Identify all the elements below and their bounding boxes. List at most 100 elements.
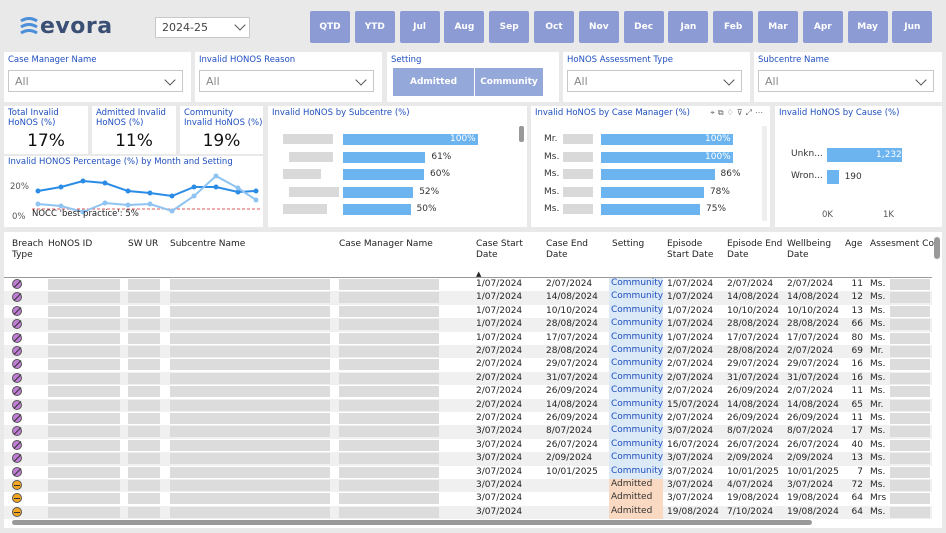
period-button-nov[interactable]: Nov (578, 11, 619, 43)
cell-age: 65 (851, 399, 863, 410)
period-button-sep[interactable]: Sep (489, 11, 530, 43)
table-row[interactable]: Community 2/07/2024 26/09/2024 2/07/2024 26/… (4, 385, 932, 399)
scrollbar-track[interactable] (762, 126, 767, 221)
cell-es: 2/07/2024 (667, 386, 714, 397)
cell-es: 16/07/2024 (667, 439, 719, 450)
table-row[interactable]: Community 2/07/2024 26/09/2024 2/07/2024 26/… (4, 412, 932, 426)
table-row[interactable]: Community 3/07/2024 10/01/2025 3/07/2024 10/… (4, 465, 932, 479)
case-manager-bar[interactable] (601, 186, 704, 198)
subcentre-bar[interactable] (343, 186, 414, 198)
table-row[interactable]: Community 1/07/2024 28/08/2024 1/07/2024 28/… (4, 318, 932, 332)
cell-es: 2/07/2024 (667, 359, 714, 370)
col-episode-start[interactable]: Episode Start Date (667, 239, 714, 260)
table-row[interactable]: Community 2/07/2024 14/08/2024 15/07/2024 14… (4, 398, 932, 412)
col-age[interactable]: Age (845, 239, 863, 249)
col-sw-ur[interactable]: SW UR (128, 239, 159, 249)
period-button-oct[interactable]: Oct (534, 11, 574, 43)
col-episode-end[interactable]: Episode End Date (727, 239, 783, 260)
subcentre-bar[interactable] (343, 134, 478, 145)
period-button-feb[interactable]: Feb (713, 11, 754, 43)
table-row[interactable]: Admitted 3/07/2024 3/07/2024 4/07/2024 3/07/… (4, 479, 932, 493)
period-button-mar[interactable]: Mar (758, 11, 798, 43)
subcentre-label-redacted (289, 151, 333, 162)
table-row[interactable]: Community 3/07/2024 2/09/2024 3/07/2024 2/09… (4, 452, 932, 466)
table-row[interactable]: Community 2/07/2024 31/07/2024 2/07/2024 31/… (4, 371, 932, 386)
col-case-start[interactable]: Case Start Date (476, 239, 523, 260)
redacted-cell (170, 413, 330, 424)
col-subcentre[interactable]: Subcentre Name (170, 239, 246, 249)
col-case-end[interactable]: Case End Date (546, 239, 588, 260)
table-row[interactable]: Community 2/07/2024 28/08/2024 2/07/2024 28/… (4, 345, 932, 359)
col-case-manager[interactable]: Case Manager Name (339, 239, 433, 249)
no-entry-icon (12, 279, 22, 289)
logo-text: evora (40, 14, 113, 39)
kpi-admitted-label: Admitted Invalid HoNOS (%) (96, 108, 166, 128)
period-button-jun[interactable]: Jun (892, 11, 933, 43)
period-button-apr[interactable]: Apr (802, 11, 843, 43)
period-button-ytd[interactable]: YTD (354, 11, 395, 43)
table-vertical-scrollbar[interactable] (934, 237, 940, 259)
cell-ee: 19/08/2024 (727, 493, 779, 504)
table-horizontal-scrollbar[interactable] (12, 520, 812, 525)
assessment-type-dropdown[interactable]: All (567, 70, 742, 92)
col-breach-type[interactable]: Breach Type (12, 239, 44, 260)
table-row[interactable]: Admitted 3/07/2024 19/08/2024 7/10/2024 19/0… (4, 505, 932, 520)
year-value: 2024-25 (162, 21, 208, 34)
subcentre-bar[interactable] (343, 151, 426, 163)
cause-bar[interactable] (827, 170, 839, 184)
subcentre-dropdown[interactable]: All (758, 70, 934, 92)
table-row[interactable]: Admitted 3/07/2024 3/07/2024 19/08/2024 19/0… (4, 492, 932, 506)
period-button-jan[interactable]: Jan (668, 11, 709, 43)
minus-circle-icon (12, 480, 22, 490)
redacted-cell (128, 372, 160, 384)
setting-community-button[interactable]: Community (475, 68, 543, 96)
case-manager-dropdown[interactable]: All (8, 70, 183, 92)
no-entry-icon (12, 332, 22, 343)
cell-ee: 8/07/2024 (727, 426, 774, 437)
redacted-cell (128, 399, 160, 411)
col-setting[interactable]: Setting (612, 239, 645, 249)
table-row[interactable]: Community 1/07/2024 10/10/2024 1/07/2024 10/… (4, 304, 932, 319)
sort-asc-icon[interactable]: ▲ (476, 270, 482, 278)
table-row[interactable]: Community 1/07/2024 14/08/2024 1/07/2024 14/… (4, 291, 932, 305)
case-manager-bar[interactable] (601, 169, 715, 180)
case-manager-bar[interactable] (601, 151, 733, 163)
cell-es: 2/07/2024 (667, 413, 714, 423)
period-button-aug[interactable]: Aug (444, 11, 485, 43)
cell-cs: 1/07/2024 (476, 305, 523, 316)
period-button-may[interactable]: May (847, 11, 888, 43)
visual-header-icons[interactable]: ⌖⧉♢⊽⤢⋯ (710, 108, 766, 117)
year-select[interactable]: 2024-25 (155, 17, 250, 38)
col-honos-id[interactable]: HoNOS ID (48, 239, 93, 249)
cell-age: 11 (851, 279, 863, 289)
period-button-jul[interactable]: Jul (399, 11, 440, 43)
subcentre-bar[interactable] (343, 204, 411, 215)
redacted-cell (339, 305, 439, 317)
table-row[interactable]: Community 1/07/2024 17/07/2024 1/07/2024 17/… (4, 331, 932, 345)
cause-bar[interactable] (827, 148, 902, 162)
cell-cs: 1/07/2024 (476, 319, 523, 330)
table-row[interactable]: Community 1/07/2024 2/07/2024 1/07/2024 2/07… (4, 278, 932, 292)
redacted-cell (339, 292, 439, 304)
redacted-cell (890, 346, 930, 357)
period-button-qtd[interactable]: QTD (310, 11, 350, 43)
table-row[interactable]: Community 3/07/2024 8/07/2024 3/07/2024 8/07… (4, 425, 932, 439)
setting-admitted-button[interactable]: Admitted (393, 68, 474, 96)
case-manager-bar[interactable] (601, 134, 733, 145)
cell-wb: 3/07/2024 (787, 480, 834, 490)
cell-wb: 2/07/2024 (787, 279, 834, 289)
redacted-cell (48, 413, 120, 424)
subcentre-bar[interactable] (343, 169, 424, 180)
cell-ee: 28/08/2024 (727, 346, 779, 356)
case-manager-bar[interactable] (601, 204, 700, 215)
period-button-dec[interactable]: Dec (623, 11, 664, 43)
col-assessment[interactable]: Assesment Con (870, 239, 940, 249)
scrollbar[interactable] (519, 126, 524, 142)
cell-cs: 2/07/2024 (476, 399, 523, 410)
table-row[interactable]: Community 3/07/2024 26/07/2024 16/07/2024 26… (4, 438, 932, 453)
table-row[interactable]: Community 2/07/2024 29/07/2024 2/07/2024 29/… (4, 358, 932, 372)
col-wellbeing[interactable]: Wellbeing Date (787, 239, 832, 260)
no-entry-icon (12, 292, 22, 303)
cell-cs: 1/07/2024 (476, 292, 523, 303)
invalid-reason-dropdown[interactable]: All (199, 70, 374, 92)
